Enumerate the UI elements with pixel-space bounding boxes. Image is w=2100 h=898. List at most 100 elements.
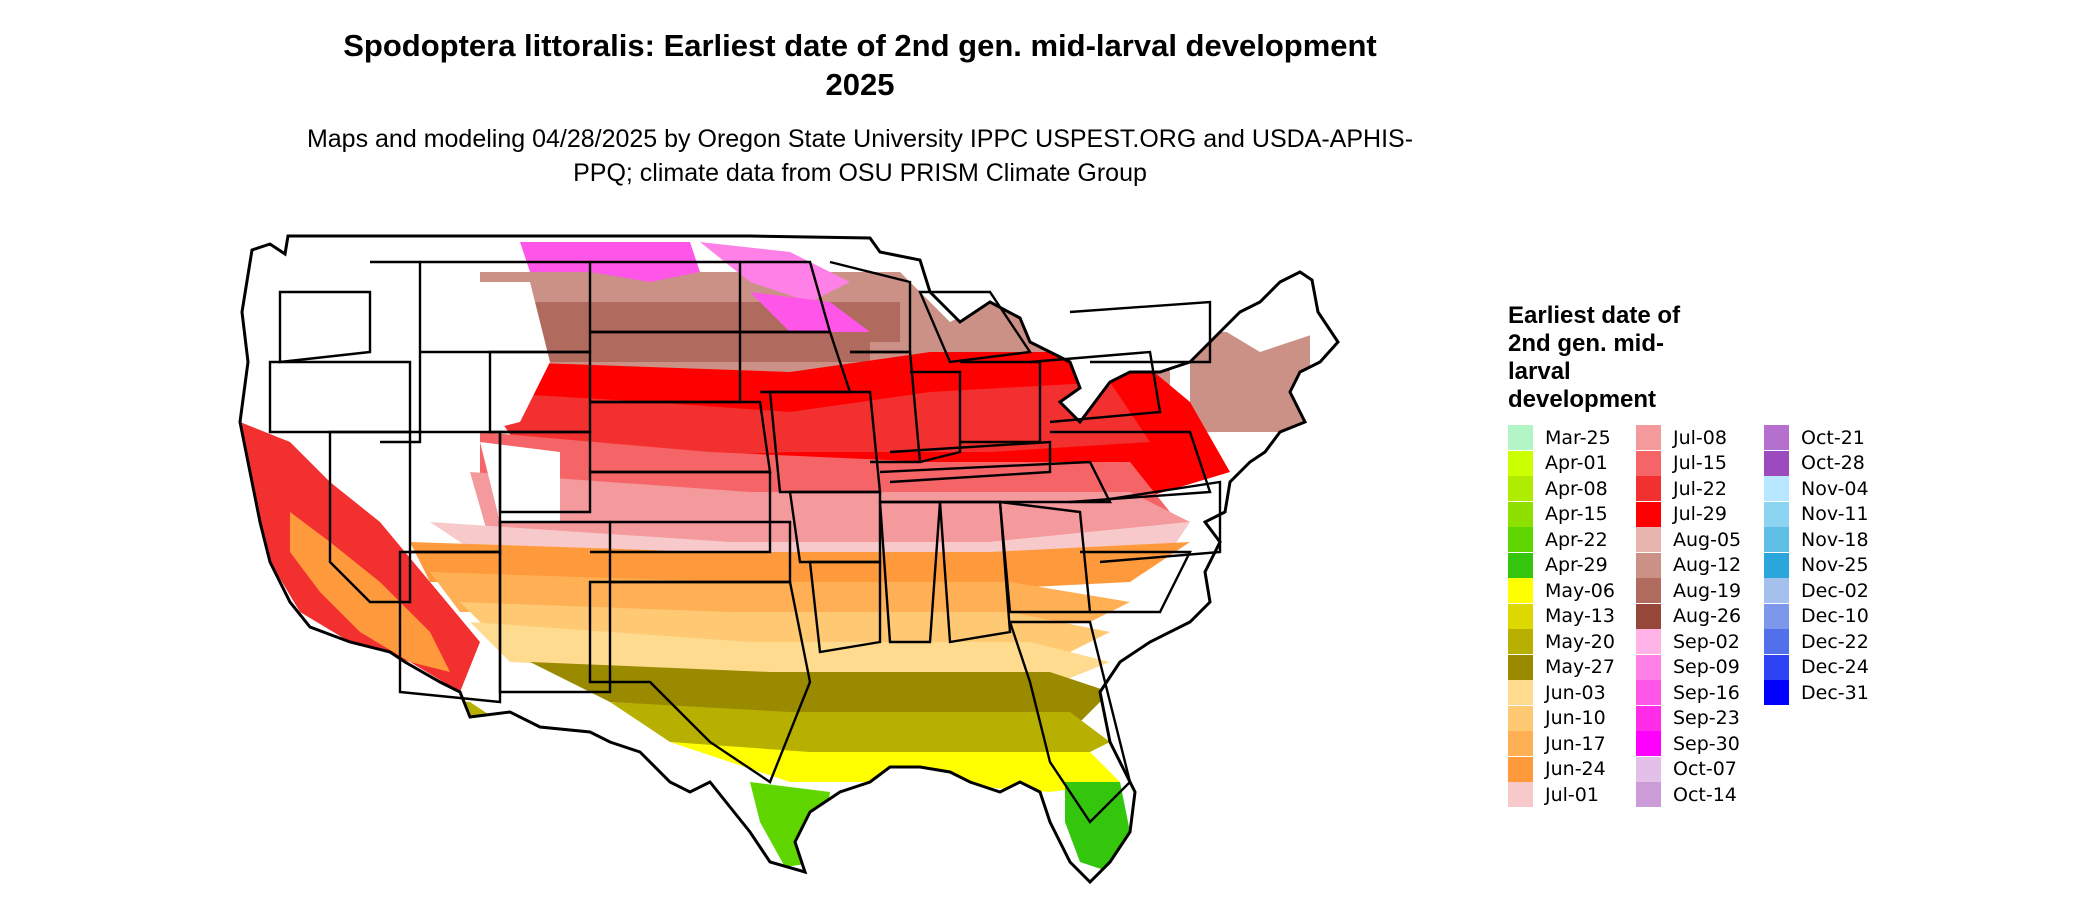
- legend-label: Dec-22: [1801, 630, 1869, 653]
- legend-item: Nov-25: [1764, 552, 1894, 579]
- legend-item: Sep-09: [1636, 654, 1766, 681]
- legend-label: Apr-15: [1545, 503, 1608, 526]
- legend-swatch: [1636, 782, 1661, 808]
- legend-swatch: [1636, 731, 1661, 757]
- boundary-oh: [960, 360, 1042, 444]
- legend-item: May-20: [1508, 629, 1638, 655]
- region-wy-white: [410, 282, 550, 432]
- legend-label: Sep-30: [1673, 732, 1740, 755]
- legend-item: Jul-22: [1636, 476, 1766, 502]
- legend-swatch: [1508, 552, 1533, 578]
- legend-label: Jul-08: [1673, 426, 1727, 449]
- boundary-il: [850, 350, 922, 464]
- legend-swatch: [1764, 501, 1789, 527]
- boundary-ny: [1069, 300, 1212, 364]
- legend-item: Jun-10: [1508, 705, 1638, 732]
- region-may27: [530, 662, 1110, 722]
- legend-swatch: [1764, 476, 1789, 502]
- legend-label: Sep-02: [1673, 630, 1740, 653]
- us-phenology-map: [238, 234, 1340, 884]
- legend-label: Apr-29: [1545, 554, 1608, 577]
- legend-swatch: [1508, 731, 1533, 757]
- legend-item: Nov-18: [1764, 527, 1894, 553]
- legend-item: Oct-07: [1636, 756, 1766, 783]
- legend-item: Apr-29: [1508, 552, 1638, 579]
- map-subtitle: Maps and modeling 04/28/2025 by Oregon S…: [306, 125, 1414, 187]
- legend-swatch: [1508, 705, 1533, 731]
- legend-swatch: [1636, 578, 1661, 604]
- legend-item: Aug-05: [1636, 527, 1766, 553]
- legend-swatch: [1508, 629, 1533, 655]
- legend-item: Dec-24: [1764, 654, 1894, 681]
- phenology-regions: [240, 238, 1320, 872]
- legend-swatch: [1508, 654, 1533, 680]
- legend-swatch: [1636, 705, 1661, 731]
- region-sep09-mn: [700, 242, 850, 302]
- legend-label: Dec-10: [1801, 605, 1869, 628]
- legend-swatch: [1636, 501, 1661, 527]
- legend-swatch: [1764, 578, 1789, 604]
- legend-swatch: [1764, 603, 1789, 629]
- legend-title: Earliest date of 2nd gen. mid-larval dev…: [1508, 302, 1681, 413]
- legend-item: Jun-24: [1508, 756, 1638, 783]
- boundary-mi: [918, 290, 1033, 364]
- boundary-in: [910, 370, 962, 464]
- legend-label: Jul-01: [1545, 783, 1599, 806]
- legend-label: Aug-19: [1673, 579, 1742, 602]
- legend-item: Jul-01: [1508, 782, 1638, 808]
- legend-label: Jul-22: [1673, 477, 1727, 500]
- legend-label: Dec-31: [1801, 681, 1869, 704]
- legend-label: Apr-08: [1545, 477, 1608, 500]
- legend-item: Jun-03: [1508, 680, 1638, 706]
- legend-swatch: [1508, 680, 1533, 706]
- legend-item: Apr-08: [1508, 476, 1638, 502]
- legend-item: Jul-29: [1636, 501, 1766, 528]
- legend-item: Aug-19: [1636, 578, 1766, 604]
- legend-swatch: [1764, 629, 1789, 655]
- boundary-nm: [498, 520, 612, 694]
- legend-swatch: [1508, 527, 1533, 553]
- region-apr29-fl: [1065, 782, 1130, 872]
- legend-label: Nov-18: [1801, 528, 1869, 551]
- legend-item: Sep-02: [1636, 629, 1766, 655]
- legend-item: Jun-17: [1508, 731, 1638, 757]
- legend-label: Jul-29: [1673, 503, 1727, 526]
- legend-swatch: [1508, 450, 1533, 476]
- legend-label: Apr-01: [1545, 452, 1608, 475]
- legend-item: Jul-15: [1636, 450, 1766, 477]
- legend-item: Apr-22: [1508, 527, 1638, 553]
- legend-item: Apr-15: [1508, 501, 1638, 528]
- boundary-tx: [588, 580, 812, 784]
- boundary-nc: [1089, 480, 1222, 564]
- legend-label: Mar-25: [1545, 426, 1611, 449]
- boundary-pa: [1029, 350, 1162, 424]
- legend-item: Aug-12: [1636, 552, 1766, 579]
- legend-swatch: [1636, 756, 1661, 782]
- legend-swatch: [1636, 552, 1661, 578]
- legend-item: May-06: [1508, 578, 1638, 604]
- legend-label: Dec-02: [1801, 579, 1869, 602]
- boundary-tn: [879, 460, 1112, 504]
- boundary-ky: [889, 440, 1052, 484]
- legend-label: May-13: [1545, 605, 1615, 628]
- legend-swatch: [1764, 654, 1789, 680]
- legend-item: Sep-30: [1636, 731, 1766, 757]
- map-title: Spodoptera littoralis: Earliest date of …: [343, 28, 1377, 102]
- legend-swatch: [1508, 501, 1533, 527]
- legend-label: Dec-24: [1801, 656, 1869, 679]
- legend-label: Jul-15: [1673, 452, 1727, 475]
- legend-swatch: [1508, 476, 1533, 502]
- legend-label: Jun-17: [1545, 732, 1606, 755]
- legend-item: Sep-23: [1636, 705, 1766, 732]
- legend-label: May-20: [1545, 630, 1615, 653]
- legend-swatch: [1764, 425, 1789, 451]
- legend-swatch: [1508, 782, 1533, 808]
- legend-label: May-06: [1545, 579, 1615, 602]
- region-jul08: [470, 472, 1190, 542]
- legend-swatch: [1508, 425, 1533, 451]
- legend-swatch: [1508, 578, 1533, 604]
- boundary-va: [1050, 430, 1212, 504]
- boundary-ks: [590, 470, 772, 554]
- legend-swatch: [1636, 476, 1661, 502]
- region-aug12-ne: [1190, 332, 1310, 432]
